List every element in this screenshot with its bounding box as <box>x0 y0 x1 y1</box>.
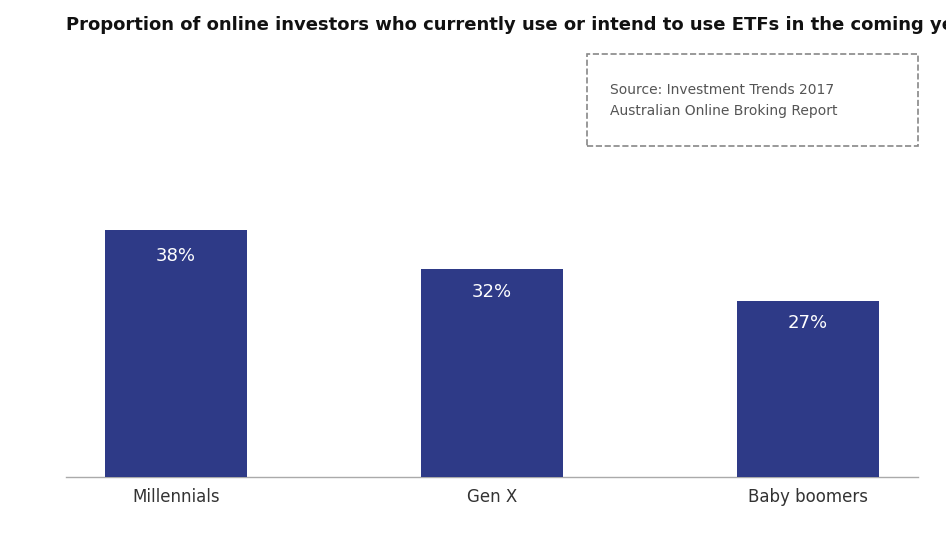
Bar <box>421 269 563 477</box>
Text: Source: Investment Trends 2017
Australian Online Broking Report: Source: Investment Trends 2017 Australia… <box>610 83 837 118</box>
Text: 32%: 32% <box>472 283 512 301</box>
Text: 27%: 27% <box>788 314 828 332</box>
Text: 38%: 38% <box>156 247 196 265</box>
Bar <box>105 230 247 477</box>
Text: Proportion of online investors who currently use or intend to use ETFs in the co: Proportion of online investors who curre… <box>66 16 946 34</box>
Bar <box>737 301 879 477</box>
